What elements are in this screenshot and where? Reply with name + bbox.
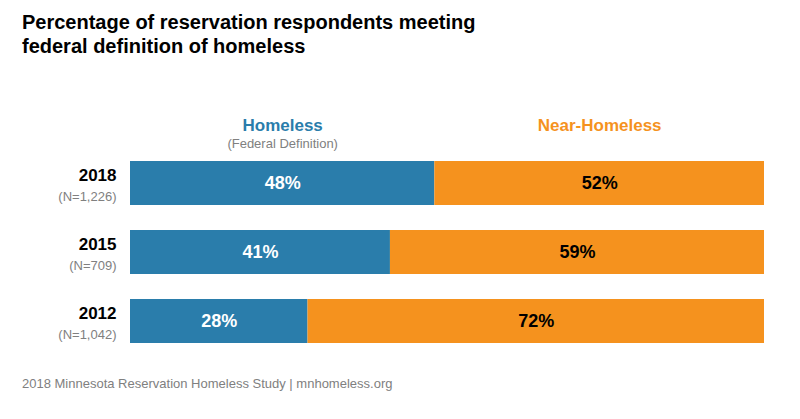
svg-text:2015: 2015	[79, 235, 117, 254]
svg-text:28%: 28%	[201, 311, 237, 331]
svg-text:Homeless: Homeless	[242, 116, 322, 135]
svg-text:48%: 48%	[265, 173, 301, 193]
svg-text:(N=709): (N=709)	[69, 258, 116, 273]
svg-text:Near-Homeless: Near-Homeless	[538, 116, 662, 135]
svg-text:(N=1,042): (N=1,042)	[58, 327, 116, 342]
html-text:Percentage of reservation resp: Percentage of reservation respondents me…	[22, 11, 476, 57]
svg-text:59%: 59%	[559, 242, 595, 262]
svg-text:2012: 2012	[79, 304, 117, 323]
svg-text:72%: 72%	[518, 311, 554, 331]
svg-text:2018: 2018	[79, 166, 117, 185]
html-text:2018 Minnesota Reservation Hom: 2018 Minnesota Reservation Homeless Stud…	[22, 376, 393, 391]
svg-text:41%: 41%	[242, 242, 278, 262]
svg-text:(Federal Definition): (Federal Definition)	[227, 136, 338, 151]
svg-text:52%: 52%	[582, 173, 618, 193]
svg-text:(N=1,226): (N=1,226)	[58, 189, 116, 204]
